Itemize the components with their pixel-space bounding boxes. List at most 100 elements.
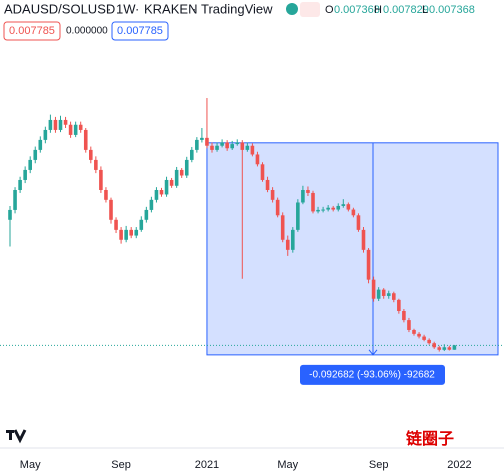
candle-body xyxy=(306,189,310,193)
l-letter: L xyxy=(422,4,428,16)
candle-body xyxy=(134,229,139,236)
candle-body xyxy=(154,189,159,200)
candle-body xyxy=(361,229,366,250)
candle-body xyxy=(245,145,250,150)
candle-body xyxy=(78,124,83,130)
x-tick-label: May xyxy=(20,459,41,471)
candle-body xyxy=(260,164,265,180)
candle-body xyxy=(235,142,240,145)
measure-label: -0.092682 (-93.06%) -92682 xyxy=(309,370,435,381)
candle-body xyxy=(53,119,58,130)
dot: · xyxy=(107,1,111,16)
candle-body xyxy=(190,149,194,160)
candle-body xyxy=(139,219,144,230)
candle-body xyxy=(381,289,386,296)
open-value: 0.007368 xyxy=(334,4,380,16)
candle-body xyxy=(28,159,32,170)
exchange: KRAKEN xyxy=(144,1,197,16)
candle-body xyxy=(316,209,320,212)
symbol: ADAUSD/SOLUSD xyxy=(4,1,115,16)
x-tick-label: Sep xyxy=(111,459,131,471)
candle-body xyxy=(18,179,22,190)
candle-body xyxy=(240,142,245,150)
candle-body xyxy=(432,343,436,348)
buy-box[interactable] xyxy=(111,21,169,41)
candle-body xyxy=(8,209,12,220)
candle-body xyxy=(210,145,214,150)
candle-body xyxy=(109,199,113,220)
candle-body xyxy=(169,179,174,186)
candle-body xyxy=(331,207,335,210)
candle-body xyxy=(68,124,73,135)
candle-body xyxy=(291,229,295,250)
candle-body xyxy=(437,347,442,350)
candle-body xyxy=(195,139,199,150)
candle-body xyxy=(386,293,391,296)
candle-body xyxy=(164,179,169,195)
candle-body xyxy=(280,215,285,240)
candle-body xyxy=(402,310,406,321)
candle-body xyxy=(215,145,219,150)
candle-body xyxy=(144,209,149,220)
candle-body xyxy=(99,169,103,190)
candle-body xyxy=(114,219,118,230)
candle-body xyxy=(184,159,189,176)
candle-body xyxy=(356,215,361,230)
candle-body xyxy=(407,320,411,330)
candle-body xyxy=(124,229,128,240)
candle-body xyxy=(33,149,38,160)
tv-logo xyxy=(6,429,27,444)
candle-body xyxy=(250,145,255,155)
candle-body xyxy=(376,289,381,299)
candle-body xyxy=(159,189,164,195)
candle-body xyxy=(48,119,53,130)
candle-body xyxy=(94,159,98,170)
candle-body xyxy=(366,249,371,280)
low-value: 0.007368 xyxy=(429,4,475,16)
candle-body xyxy=(89,149,93,160)
candle-body xyxy=(447,347,452,350)
buy-price: 0.007785 xyxy=(117,25,163,37)
candle-body xyxy=(179,169,184,176)
candle-body xyxy=(83,129,88,150)
x-tick-label: May xyxy=(277,459,298,471)
candle-body xyxy=(13,189,17,210)
candle-body xyxy=(38,139,43,150)
candle-body xyxy=(104,189,108,200)
candle-body xyxy=(397,299,401,311)
interval: 1W xyxy=(116,1,136,16)
candle-body xyxy=(392,293,396,300)
x-tick-label: Sep xyxy=(369,459,389,471)
o-letter: O xyxy=(325,4,334,16)
candle-body xyxy=(412,329,416,334)
candle-body xyxy=(220,142,224,146)
spread: 0.000000 xyxy=(66,26,108,37)
candle-body xyxy=(58,119,63,130)
candle-body xyxy=(119,229,123,240)
status-dot xyxy=(286,3,298,15)
measure-box xyxy=(206,142,499,356)
h-letter: H xyxy=(374,4,382,16)
candle-body xyxy=(371,279,376,299)
candle-body xyxy=(275,199,280,216)
measure-label-box xyxy=(300,364,445,385)
candle-body xyxy=(321,209,325,211)
candle-body xyxy=(351,209,356,216)
candle-body xyxy=(73,124,78,135)
candle-body xyxy=(285,239,290,250)
candle-body xyxy=(174,169,179,186)
candle-body xyxy=(23,169,27,180)
candle-body xyxy=(301,189,305,203)
candle-body xyxy=(417,333,421,337)
candle-body xyxy=(422,336,426,340)
dot: · xyxy=(192,1,196,16)
candle-body xyxy=(255,154,260,165)
candle-body xyxy=(205,137,209,146)
candle-body xyxy=(63,119,68,125)
candle-body xyxy=(442,347,447,350)
candle-body xyxy=(452,345,457,350)
sell-box[interactable] xyxy=(3,21,61,41)
measure-arrow-head xyxy=(368,349,378,356)
